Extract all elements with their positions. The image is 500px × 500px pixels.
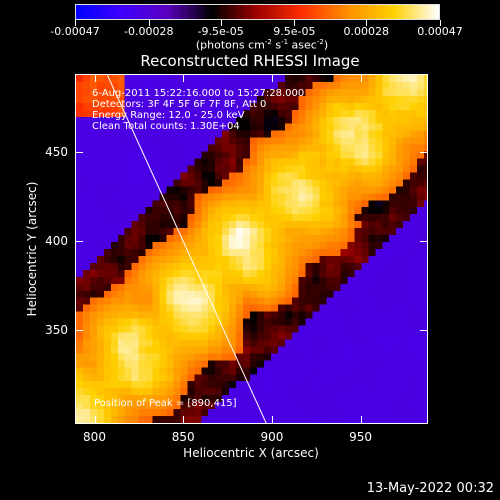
x-tick-mark	[271, 416, 273, 424]
colorbar-tick-mark	[148, 20, 150, 26]
colorbar-tick-mark	[440, 20, 441, 26]
y-axis-title: Heliocentric Y (arcsec)	[25, 181, 39, 317]
x-tick-mark	[360, 416, 362, 424]
x-tick-label: 900	[260, 430, 284, 444]
colorbar-tick-mark	[294, 20, 296, 26]
colorbar-tick-label: -0.00047	[50, 25, 100, 38]
colorbar-tick-label: 9.5e-05	[273, 25, 316, 38]
annotation-energy-range: Energy Range: 12.0 - 25.0 keV	[92, 110, 245, 121]
colorbar-tick-label: 0.00028	[343, 25, 389, 38]
annotation-detectors: Detectors: 3F 4F 5F 6F 7F 8F, Att 0	[92, 99, 267, 110]
y-tick-label: 450	[45, 145, 68, 160]
annotation-clean-counts: Clean Total counts: 1.30E+04	[92, 121, 240, 132]
y-tick-mark	[75, 152, 83, 154]
x-tick-mark	[183, 74, 185, 82]
x-axis-title: Heliocentric X (arcsec)	[183, 446, 319, 460]
y-tick-label: 350	[45, 322, 68, 337]
x-tick-mark	[183, 416, 185, 424]
y-tick-mark	[75, 241, 83, 242]
colorbar-tick-mark	[220, 20, 222, 26]
colorbar-units: (photons cm-2 s-1 asec-2)	[195, 38, 329, 52]
colorbar-tick-mark	[75, 20, 76, 26]
x-tick-label: 850	[171, 430, 195, 444]
y-tick-mark	[420, 152, 428, 154]
y-tick-mark	[75, 329, 83, 331]
x-tick-mark	[271, 74, 273, 82]
x-tick-label: 950	[349, 430, 373, 444]
colorbar-tick-label: -0.00028	[124, 25, 174, 38]
colorbar-tick-mark	[366, 20, 368, 26]
colorbar-tick-label: 0.00047	[417, 25, 463, 38]
x-tick-label: 800	[83, 430, 106, 444]
y-tick-label: 400	[45, 234, 68, 248]
y-tick-mark	[420, 241, 428, 242]
colorbar	[75, 4, 440, 20]
y-tick-mark	[420, 329, 428, 331]
plot-title: Reconstructed RHESSI Image	[140, 52, 360, 70]
annotation-peak-position: Position of Peak = [890,415]	[94, 398, 237, 409]
colorbar-tick-label: -9.5e-05	[197, 25, 244, 38]
annotation-time-range: 6-Aug-2011 15:22:16.000 to 15:27:28.000	[92, 88, 305, 99]
x-tick-mark	[94, 74, 96, 82]
footer-date: 13-May-2022 00:32	[366, 481, 494, 496]
x-tick-mark	[360, 74, 362, 82]
x-tick-mark	[94, 416, 96, 424]
